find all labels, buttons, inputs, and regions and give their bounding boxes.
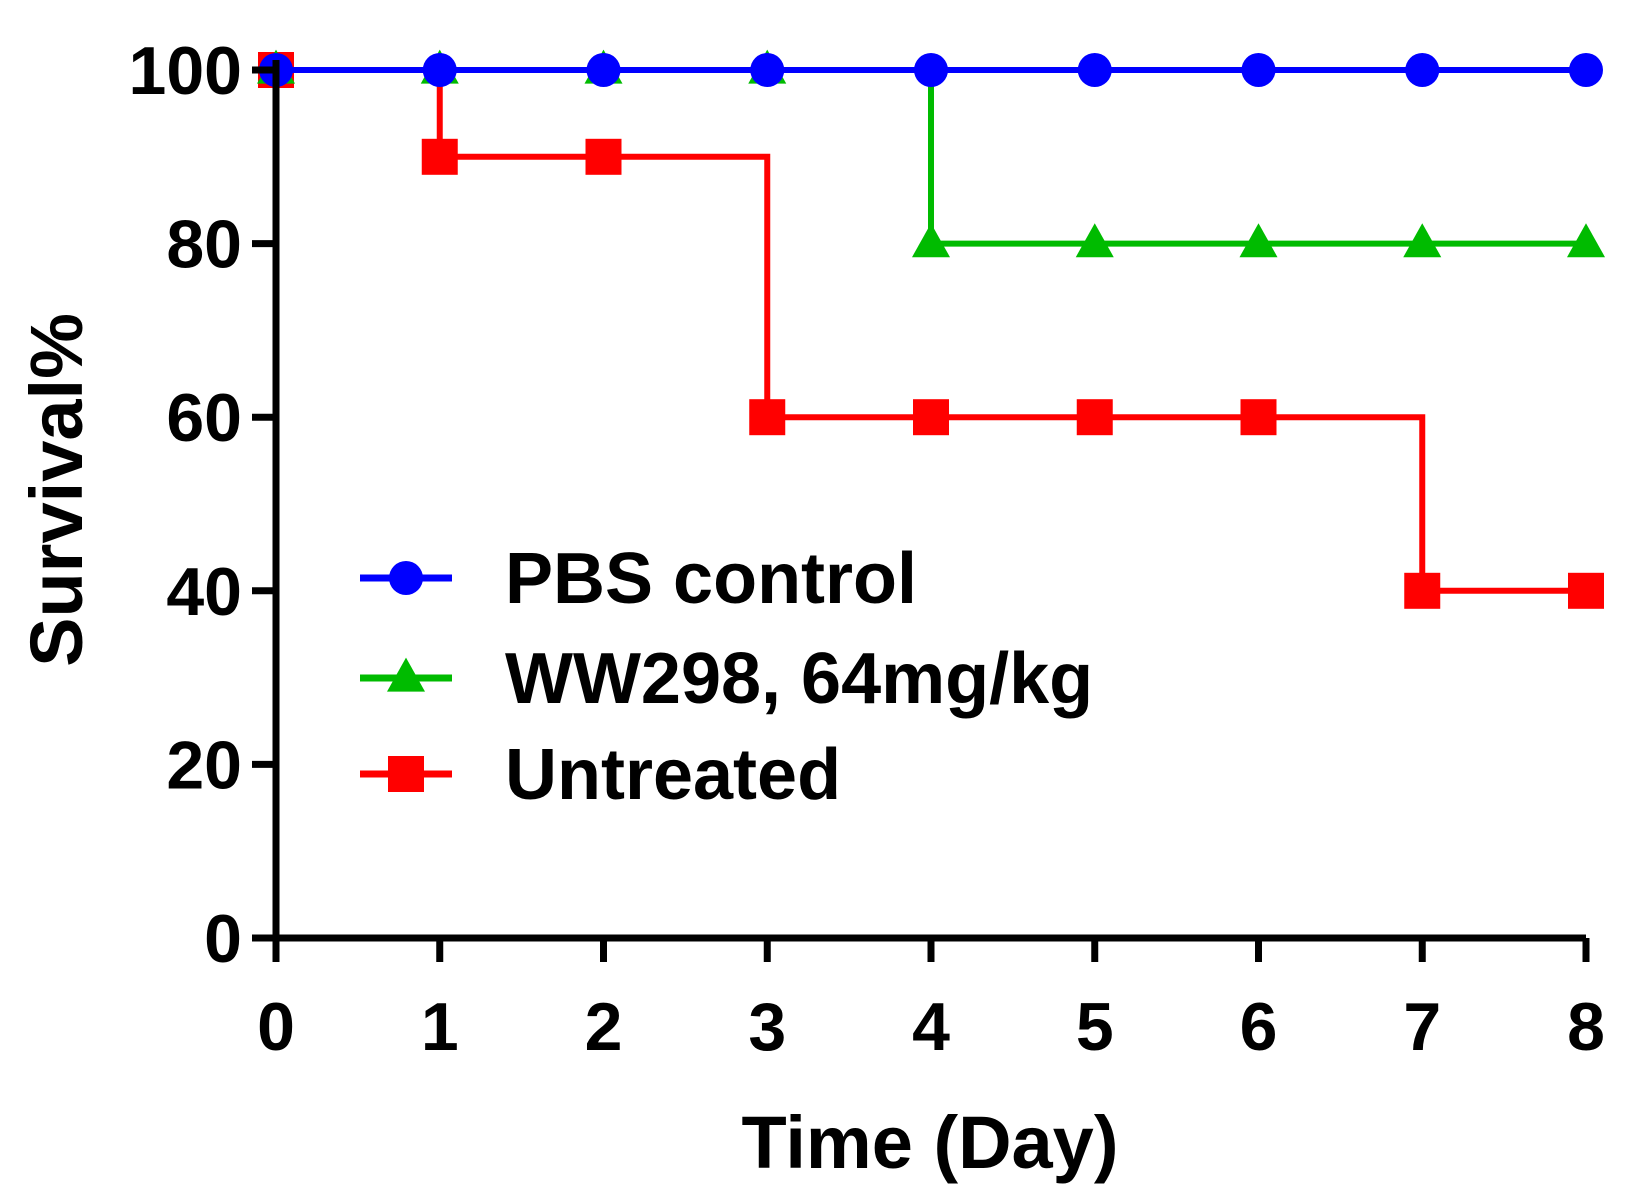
data-point (586, 53, 621, 87)
legend-label: Untreated (505, 735, 841, 815)
legend-marker (389, 561, 423, 595)
y-tick-label: 0 (204, 901, 242, 977)
x-tick-label: 0 (257, 989, 295, 1065)
data-point (1077, 53, 1112, 87)
y-tick-label: 60 (166, 380, 242, 456)
series-layer (257, 49, 1605, 609)
series-pbs-control (259, 53, 1603, 87)
y-axis-title: Survival% (15, 313, 98, 667)
data-point (422, 53, 457, 87)
legend: PBS control WW298, 64mg/kg Untreated (360, 539, 1093, 815)
legend-item: PBS control (360, 539, 917, 619)
data-point (1404, 572, 1441, 609)
legend-item: WW298, 64mg/kg (360, 639, 1093, 719)
data-point (914, 53, 948, 87)
y-tick-label: 100 (129, 33, 242, 109)
x-tick-label: 8 (1567, 989, 1605, 1065)
data-point (1567, 223, 1605, 258)
x-tick-label: 3 (748, 989, 786, 1065)
data-point (1240, 399, 1277, 436)
x-tick-label: 4 (912, 989, 950, 1065)
x-tick-label: 1 (421, 989, 459, 1065)
x-tick-label: 2 (585, 989, 623, 1065)
data-point (1241, 53, 1276, 87)
data-point (421, 138, 458, 175)
legend-item: Untreated (360, 735, 841, 815)
x-axis-title: Time (Day) (742, 1101, 1119, 1184)
data-point (912, 223, 950, 258)
data-point (585, 138, 622, 175)
data-point (749, 399, 786, 436)
y-tick-label: 80 (166, 207, 242, 283)
data-point (750, 53, 785, 87)
x-tick-label: 7 (1403, 989, 1441, 1065)
data-point (913, 399, 949, 436)
data-point (1403, 223, 1442, 258)
data-point (1568, 572, 1604, 609)
legend-label: WW298, 64mg/kg (505, 639, 1093, 719)
x-tick-label: 6 (1240, 989, 1278, 1065)
y-tick-label: 40 (166, 554, 242, 630)
data-point (1569, 53, 1603, 87)
data-point (1405, 53, 1440, 87)
legend-marker (388, 756, 424, 792)
data-point (1239, 223, 1278, 258)
legend-marker (387, 657, 425, 692)
y-tick-label: 20 (166, 727, 242, 803)
data-point (1076, 399, 1113, 436)
series-untreated (258, 52, 1604, 609)
data-point (1075, 223, 1114, 258)
x-tick-label: 5 (1076, 989, 1114, 1065)
legend-label: PBS control (505, 539, 917, 619)
